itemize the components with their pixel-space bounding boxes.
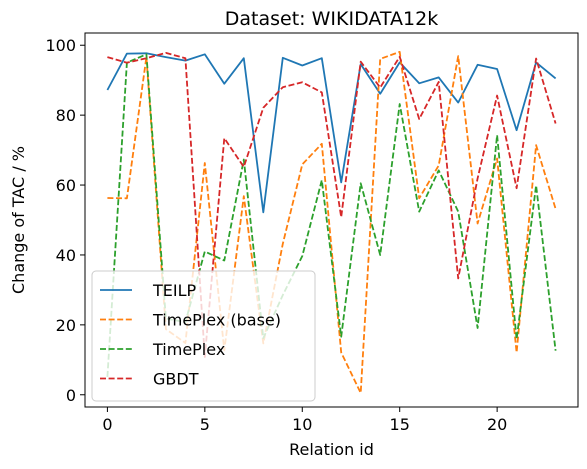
legend-label: TimePlex (base) [152,311,281,330]
x-tick-label: 0 [102,415,112,434]
y-tick-label: 100 [45,36,76,55]
x-tick-label: 20 [487,415,507,434]
legend: TEILP TimePlex (base) TimePlex GBDT [91,270,316,402]
x-tick-label: 10 [292,415,312,434]
y-axis: 0 20 40 60 80 100 [45,36,85,405]
x-tick-label: 5 [200,415,210,434]
series-line-timeplex-base [107,51,557,394]
plot-frame [84,32,579,408]
legend-label: GBDT [153,370,199,389]
x-tick-label: 15 [390,415,410,434]
series-line-teilp [106,52,557,214]
y-tick-label: 80 [56,106,76,125]
plot-area [106,51,557,394]
legend-box [91,270,316,402]
legend-label: TEILP [152,281,197,300]
chart-title: Dataset: WIKIDATA12k [225,8,438,30]
y-tick-label: 20 [56,316,76,335]
series-line-gbdt [107,52,557,358]
y-tick-label: 60 [56,176,76,195]
series-line-timeplex [106,53,557,377]
x-axis: 0 5 10 15 20 [102,407,507,434]
y-axis-label: Change of TAC / % [9,146,28,294]
y-tick-label: 0 [66,386,76,405]
legend-label: TimePlex [152,340,225,359]
x-axis-label: Relation id [289,440,374,459]
y-tick-label: 40 [56,246,76,265]
